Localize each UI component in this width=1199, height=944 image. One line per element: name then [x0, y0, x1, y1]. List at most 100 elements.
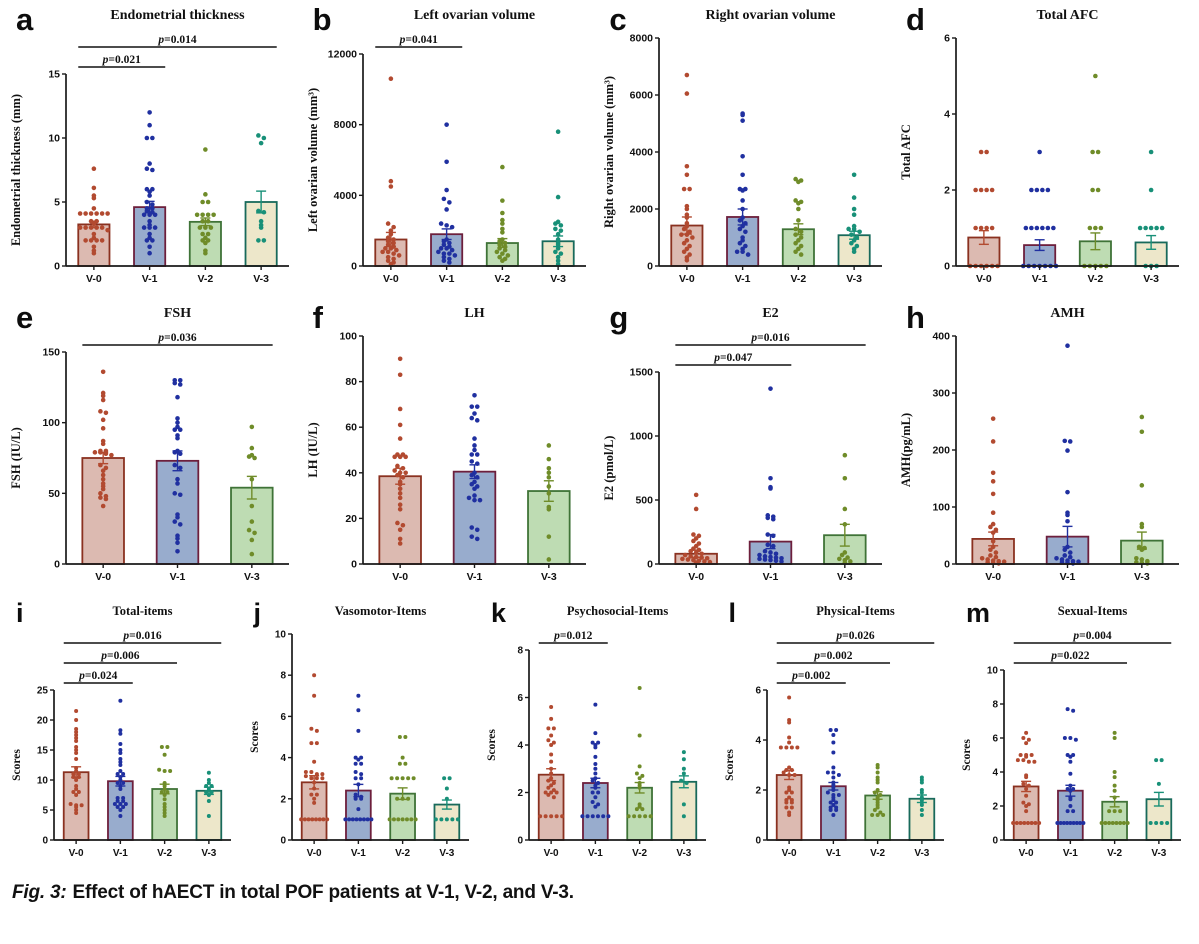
chart-c: Right ovarian volume Right ovarian volume… — [602, 8, 883, 285]
sig-label-g: p=0.047 — [714, 352, 753, 364]
x-tick-label-V-2: V-2 — [1107, 848, 1122, 859]
chart-title-e: FSH — [164, 306, 191, 321]
scatter-points-m-V-2 — [1099, 730, 1130, 825]
scatter-points-k-V-0 — [538, 705, 565, 819]
x-tick-label-V-3: V-3 — [550, 273, 566, 285]
y-tick-label: 1500 — [630, 367, 654, 379]
y-tick-label: 2000 — [630, 204, 654, 216]
panel-letter-h: h — [905, 300, 925, 335]
x-tick-label-V-1: V-1 — [588, 848, 603, 859]
panel-k: k Psychosocial-Items Scores p=0.012 0 2 4 6 8 V-0… — [483, 600, 716, 868]
x-tick-label-V-1: V-1 — [1060, 571, 1076, 583]
chart-title-a: Endometrial thickness — [110, 8, 245, 23]
chart-title-c: Right ovarian volume — [706, 8, 836, 23]
y-tick-label: 50 — [48, 488, 60, 500]
scatter-points-i-V-0 — [68, 709, 84, 815]
x-tick-label-V-0: V-0 — [392, 571, 408, 583]
y-tick-label: 0 — [351, 261, 357, 273]
chart-j: Vasomotor-Items Scores 0 2 4 6 8 10 V-0 V-1 V-2 V-3 — [249, 604, 469, 859]
panel-letter-j: j — [253, 598, 262, 628]
x-tick-label-V-1: V-1 — [142, 273, 158, 285]
chart-d: Total AFC Total AFC 0 2 4 6 V-0 V-1 V-2 V-3 — [899, 8, 1179, 285]
figure-caption: Fig. 3: Effect of hAECT in total POF pati… — [12, 882, 1191, 904]
scatter-points-f-V-1 — [466, 392, 482, 542]
x-tick-label-V-0: V-0 — [679, 273, 695, 285]
scatter-points-k-V-1 — [580, 702, 611, 819]
scatter-points-m-V-3 — [1148, 758, 1170, 825]
y-tick-label: 2 — [517, 788, 523, 799]
bar-j-V-3 — [433, 803, 460, 841]
scatter-points-a-V-0 — [77, 166, 110, 256]
y-axis-label: Right ovarian volume (mm³) — [602, 76, 616, 228]
y-tick-label: 4 — [944, 109, 950, 121]
y-tick-label: 1000 — [630, 431, 654, 443]
scatter-points-k-V-3 — [679, 750, 689, 819]
x-tick-label-V-1: V-1 — [1063, 848, 1078, 859]
x-tick-label-V-0: V-0 — [781, 848, 796, 859]
chart-row-2: e FSH FSH (IU/L) p=0.036 0 50 100 150 V-0 V-1 V-3 f… — [8, 302, 1191, 594]
sig-label-l: p=0.002 — [791, 670, 830, 682]
sig-label-k: p=0.012 — [553, 630, 592, 642]
sig-label-e: p=0.036 — [157, 332, 196, 344]
sig-label-i: p=0.024 — [78, 670, 117, 682]
scatter-points-c-V-2 — [793, 176, 804, 257]
y-axis-label: Total AFC — [899, 124, 913, 179]
y-tick-label: 6 — [755, 686, 761, 697]
scatter-points-m-V-0 — [1011, 730, 1042, 825]
y-tick-label: 60 — [345, 422, 357, 434]
chart-title-i: Total-items — [113, 604, 173, 618]
y-tick-label: 6 — [992, 734, 998, 745]
error-bar-d-V-2 — [1090, 232, 1101, 251]
x-tick-label-V-1: V-1 — [438, 273, 454, 285]
y-axis-label: Scores — [961, 739, 973, 771]
chart-title-b: Left ovarian volume — [413, 8, 534, 23]
y-tick-label: 4000 — [333, 190, 357, 202]
y-tick-label: 100 — [932, 502, 950, 514]
x-tick-label-V-2: V-2 — [494, 273, 510, 285]
scatter-points-j-V-1 — [342, 693, 373, 822]
chart-e: FSH FSH (IU/L) p=0.036 0 50 100 150 V-0 V-1 V-3 — [9, 306, 289, 583]
y-tick-label: 5 — [42, 806, 48, 817]
y-tick-label: 6 — [280, 712, 286, 723]
x-tick-label-V-2: V-2 — [1087, 273, 1103, 285]
scatter-points-g-V-1 — [757, 386, 785, 564]
y-tick-label: 0 — [944, 261, 950, 273]
scatter-points-a-V-1 — [141, 110, 158, 256]
scatter-points-c-V-0 — [679, 72, 695, 263]
panel-letter-l: l — [728, 598, 737, 628]
panel-l: l Physical-Items Scores p=0.002 p=0.002 p=0.0… — [721, 600, 954, 868]
y-tick-label: 40 — [345, 467, 357, 479]
x-tick-label-V-0: V-0 — [69, 848, 84, 859]
sig-label-m: p=0.004 — [1072, 630, 1111, 642]
y-tick-label: 20 — [37, 716, 49, 727]
chart-row-1: a Endometrial thickness Endometrial thickn… — [8, 4, 1191, 296]
scatter-points-g-V-0 — [680, 492, 713, 566]
y-tick-label: 0 — [54, 261, 60, 273]
x-tick-label-V-0: V-0 — [544, 848, 559, 859]
panel-letter-a: a — [16, 2, 34, 37]
y-tick-label: 8 — [992, 700, 998, 711]
y-tick-label: 15 — [37, 746, 49, 757]
y-tick-label: 8 — [280, 671, 286, 682]
scatter-points-h-V-0 — [979, 416, 1007, 566]
x-tick-label-V-3: V-3 — [253, 273, 269, 285]
chart-title-j: Vasomotor-Items — [334, 604, 426, 618]
panel-i: i Total-items Scores p=0.024 p=0.006 p=0.016 0… — [8, 600, 241, 868]
scatter-points-e-V-3 — [246, 424, 257, 557]
scatter-points-j-V-3 — [433, 776, 460, 822]
chart-title-h: AMH — [1050, 306, 1084, 321]
y-tick-label: 0 — [755, 836, 761, 847]
bar-k-V-3 — [670, 780, 698, 841]
y-tick-label: 2 — [944, 185, 950, 197]
y-axis-label: Scores — [486, 729, 498, 761]
scatter-points-d-V-1 — [1020, 149, 1059, 269]
chart-title-g: E2 — [763, 306, 779, 321]
y-axis-label: FSH (IU/L) — [9, 427, 23, 488]
x-tick-label-V-2: V-2 — [197, 273, 213, 285]
y-axis-label: Left ovarian volume (mm³) — [306, 88, 320, 232]
y-tick-label: 0 — [944, 559, 950, 571]
y-tick-label: 8000 — [630, 33, 654, 45]
chart-b: Left ovarian volume Left ovarian volume (… — [306, 8, 586, 285]
x-tick-label-V-3: V-3 — [201, 848, 216, 859]
x-tick-label-V-2: V-2 — [395, 848, 410, 859]
